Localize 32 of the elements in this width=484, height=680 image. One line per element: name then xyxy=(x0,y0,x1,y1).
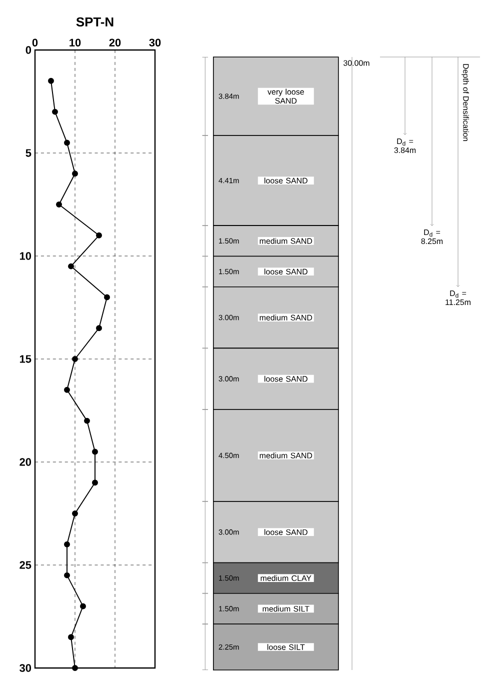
point xyxy=(64,140,70,146)
point xyxy=(64,386,70,393)
point xyxy=(68,634,74,640)
point xyxy=(92,448,98,455)
point xyxy=(104,294,110,300)
point xyxy=(96,325,102,332)
y-tick-label: 15 xyxy=(20,355,32,363)
point xyxy=(52,108,58,115)
y-tick-label: 30 xyxy=(20,664,32,672)
chart-title: SPT-N xyxy=(76,17,114,27)
point xyxy=(48,78,54,84)
point xyxy=(80,603,86,610)
y-tick-label: 10 xyxy=(20,252,32,260)
point xyxy=(72,170,78,177)
x-tick-label: 20 xyxy=(109,38,121,46)
point xyxy=(96,232,102,238)
y-tick-label: 20 xyxy=(20,458,32,466)
point xyxy=(72,356,78,362)
x-tick-label: 10 xyxy=(70,38,81,46)
y-tick-label: 5 xyxy=(26,149,32,157)
point xyxy=(72,665,78,671)
point xyxy=(84,418,90,424)
point xyxy=(64,572,70,578)
x-tick-label: 30 xyxy=(149,38,161,46)
point xyxy=(92,480,98,486)
y-tick-label: 25 xyxy=(20,561,32,569)
point xyxy=(56,202,62,208)
point xyxy=(64,541,70,548)
y-tick-label: 0 xyxy=(26,46,32,54)
point xyxy=(72,510,78,516)
x-tick-label: 0 xyxy=(32,38,38,46)
point xyxy=(68,263,74,270)
